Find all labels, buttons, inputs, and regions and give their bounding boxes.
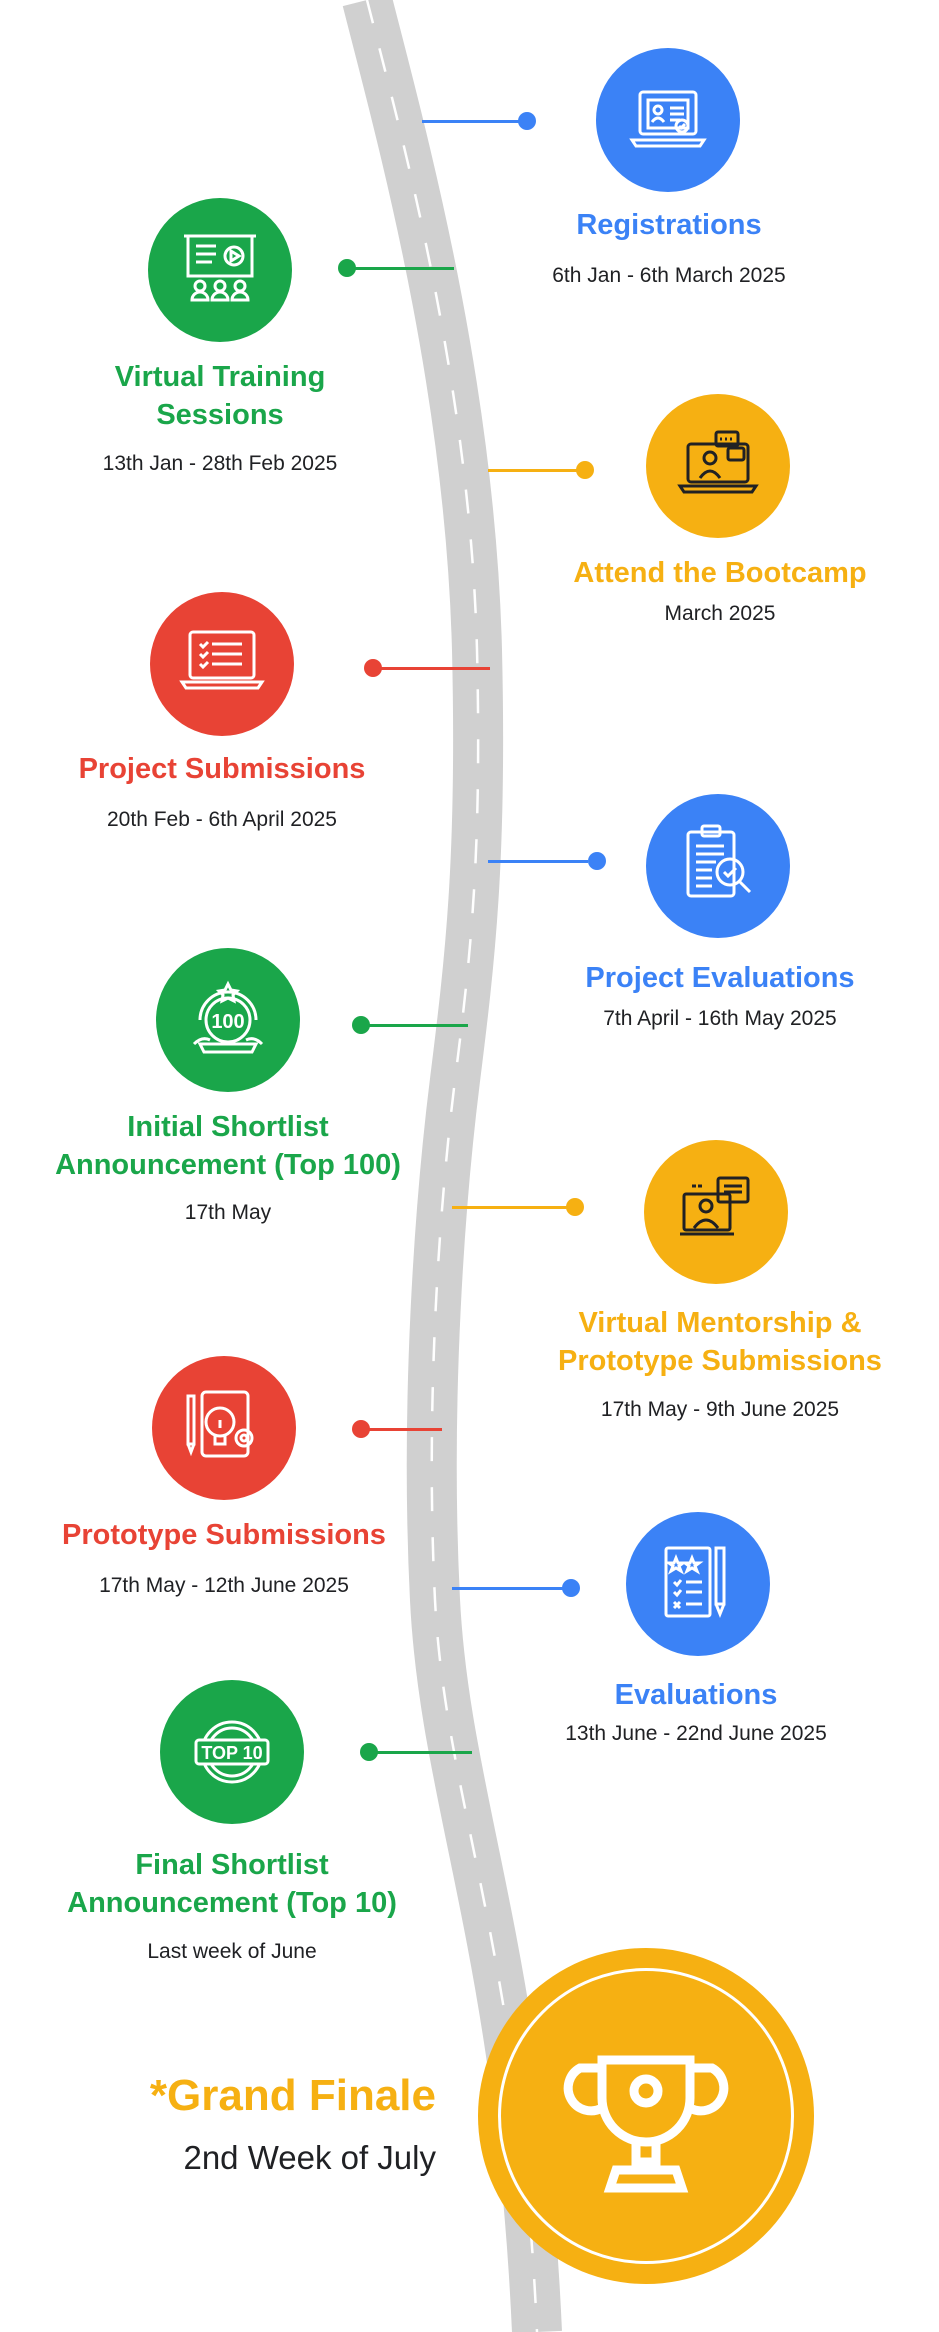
milestone-date: 17th May - 12th June 2025 bbox=[99, 1574, 349, 1597]
milestone-date: 13th Jan - 28th Feb 2025 bbox=[102, 452, 338, 475]
finale-date: 2nd Week of July bbox=[183, 2139, 436, 2176]
connector-dot bbox=[360, 1743, 378, 1761]
connector-line bbox=[364, 1024, 468, 1027]
milestone-title: Virtual Mentorship & Prototype Submissio… bbox=[558, 1307, 882, 1377]
top10-badge-icon: TOP 10 bbox=[160, 1680, 304, 1824]
connector-line bbox=[452, 1206, 576, 1209]
connector-dot bbox=[566, 1198, 584, 1216]
connector-line bbox=[366, 1428, 442, 1431]
milestone-title: Project Evaluations bbox=[585, 962, 855, 994]
presentation-icon bbox=[148, 198, 292, 342]
milestone-title: Initial Shortlist Announcement (Top 100) bbox=[55, 1111, 401, 1181]
milestone-date: March 2025 bbox=[664, 602, 776, 625]
lightbulb-gear-icon bbox=[152, 1356, 296, 1500]
connector-line bbox=[376, 1751, 472, 1754]
svg-text:TOP 10: TOP 10 bbox=[201, 1743, 262, 1763]
milestone-date: 13th June - 22nd June 2025 bbox=[565, 1722, 827, 1745]
milestone-date: 6th Jan - 6th March 2025 bbox=[552, 264, 786, 287]
milestone-title: Project Submissions bbox=[78, 753, 366, 785]
clipboard-search-icon bbox=[646, 794, 790, 938]
connector-dot bbox=[518, 112, 536, 130]
connector-dot bbox=[338, 259, 356, 277]
milestone-date: 7th April - 16th May 2025 bbox=[603, 1007, 837, 1030]
finale-title: *Grand Finale bbox=[149, 2071, 436, 2120]
connector-line bbox=[452, 1587, 570, 1590]
milestone-date: 17th May - 9th June 2025 bbox=[600, 1398, 840, 1421]
connector-dot bbox=[588, 852, 606, 870]
badge-100-icon: 100 bbox=[156, 948, 300, 1092]
connector-dot bbox=[364, 659, 382, 677]
milestone-title: Prototype Submissions bbox=[62, 1519, 386, 1551]
milestone-date: Last week of June bbox=[147, 1940, 317, 1963]
milestone-title: Attend the Bootcamp bbox=[573, 557, 867, 589]
laptop-form-icon bbox=[596, 48, 740, 192]
connector-dot bbox=[576, 461, 594, 479]
connector-dot bbox=[352, 1420, 370, 1438]
connector-dot bbox=[562, 1579, 580, 1597]
connector-line bbox=[350, 267, 454, 270]
mentor-screen-icon bbox=[644, 1140, 788, 1284]
milestone-date: 17th May bbox=[184, 1201, 272, 1224]
connector-dot bbox=[352, 1016, 370, 1034]
trophy-icon bbox=[478, 1948, 814, 2284]
svg-text:100: 100 bbox=[211, 1011, 244, 1033]
milestone-title: Evaluations bbox=[614, 1679, 778, 1711]
connector-line bbox=[422, 120, 522, 123]
connector-line bbox=[488, 469, 584, 472]
milestone-title: Registrations bbox=[576, 209, 762, 241]
milestone-date: 20th Feb - 6th April 2025 bbox=[107, 808, 337, 831]
connector-line bbox=[376, 667, 490, 670]
connector-line bbox=[488, 860, 588, 863]
finale-ring bbox=[498, 1968, 794, 2264]
laptop-chat-icon bbox=[646, 394, 790, 538]
checklist-laptop-icon bbox=[150, 592, 294, 736]
checklist-pencil-icon bbox=[626, 1512, 770, 1656]
milestone-title: Virtual Training Sessions bbox=[114, 361, 326, 431]
milestone-title: Final Shortlist Announcement (Top 10) bbox=[67, 1849, 397, 1919]
